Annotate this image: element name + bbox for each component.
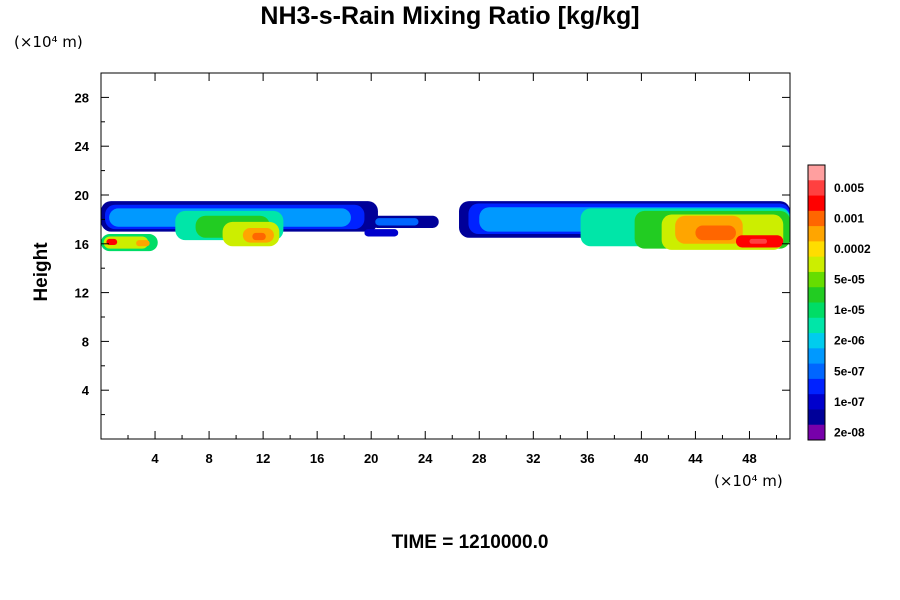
colorbar-swatch xyxy=(808,378,825,395)
colorbar-label: 5e-07 xyxy=(834,364,865,378)
x-tick-label: 24 xyxy=(418,451,433,466)
colorbar-swatch xyxy=(808,226,825,242)
colorbar-swatch xyxy=(808,424,825,441)
x-tick-label: 20 xyxy=(364,451,378,466)
colorbar-label: 5e-05 xyxy=(834,273,865,287)
x-tick-label: 32 xyxy=(526,451,540,466)
heatmap-region xyxy=(106,238,118,246)
colorbar-label: 2e-08 xyxy=(834,425,865,439)
colorbar-label: 0.001 xyxy=(834,211,864,225)
y-tick-label: 24 xyxy=(75,139,90,154)
colorbar-swatch xyxy=(808,409,825,426)
y-tick-label: 16 xyxy=(75,237,89,252)
colorbar-swatch xyxy=(808,333,825,349)
chart-title: NH3-s-Rain Mixing Ratio [kg/kg] xyxy=(260,2,640,30)
colorbar-frame xyxy=(807,164,826,441)
colorbar-swatch xyxy=(808,348,825,365)
colorbar-label: 0.0002 xyxy=(834,242,871,256)
time-label: TIME = 1210000.0 xyxy=(391,532,549,553)
x-tick-label: 28 xyxy=(472,451,486,466)
colorbar-swatch xyxy=(808,256,825,273)
x-tick-label: 16 xyxy=(310,451,324,466)
colorbar-label: 1e-07 xyxy=(834,395,865,409)
colorbar-swatch xyxy=(808,394,825,410)
colorbar-label: 2e-06 xyxy=(834,334,865,348)
colorbar-swatch xyxy=(808,241,825,258)
heatmap-region xyxy=(252,232,266,241)
x-tick-label: 12 xyxy=(256,451,270,466)
heatmap-region xyxy=(695,225,736,241)
colorbar-label: 1e-05 xyxy=(834,303,865,317)
colorbar-swatch xyxy=(808,287,825,303)
x-tick-label: 4 xyxy=(151,451,159,466)
colorbar-swatch xyxy=(808,195,825,212)
colorbar-swatch xyxy=(808,180,825,197)
x-tick-label: 44 xyxy=(688,451,703,466)
y-axis-unit: (×10⁴ m) xyxy=(14,33,83,51)
heatmap-region xyxy=(136,240,150,247)
colorbar-swatch xyxy=(808,210,825,227)
heatmap-region xyxy=(375,218,419,226)
y-tick-label: 20 xyxy=(75,188,89,203)
colorbar-swatch xyxy=(808,363,825,380)
plot-frame xyxy=(100,72,791,440)
y-tick-label: 12 xyxy=(75,286,89,301)
x-axis-unit: (×10⁴ m) xyxy=(714,472,783,490)
colorbar-swatch xyxy=(808,165,825,181)
colorbar-swatch xyxy=(808,271,825,288)
x-tick-label: 48 xyxy=(742,451,756,466)
x-tick-label: 8 xyxy=(205,451,212,466)
colorbar-swatch xyxy=(808,302,825,319)
colorbar-label: 0.005 xyxy=(834,181,864,195)
y-tick-label: 4 xyxy=(82,383,90,398)
y-tick-label: 8 xyxy=(82,334,89,349)
x-tick-label: 40 xyxy=(634,451,648,466)
y-tick-label: 28 xyxy=(75,90,89,105)
heatmap-region xyxy=(749,238,768,244)
heatmap-region xyxy=(364,229,399,237)
x-tick-label: 36 xyxy=(580,451,594,466)
colorbar-swatch xyxy=(808,317,825,334)
